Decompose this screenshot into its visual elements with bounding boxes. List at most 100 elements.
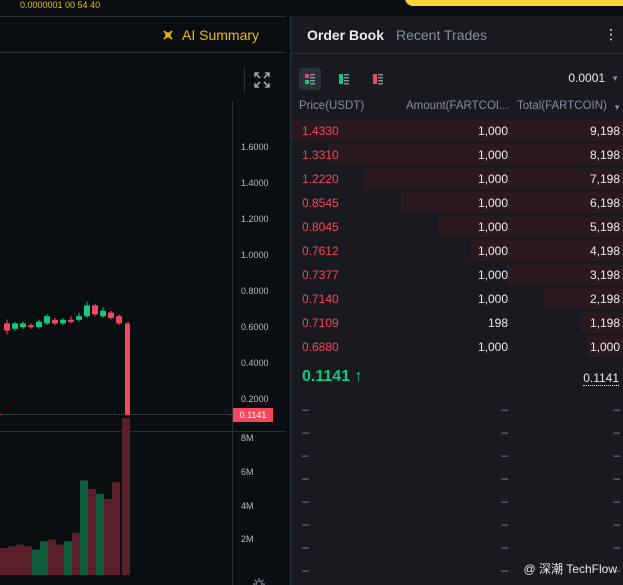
ask-row[interactable]: 0.6880 1,000 1,000 [291, 335, 623, 359]
bid-total: – [613, 448, 620, 462]
watermark: @ 深潮 TechFlow [523, 560, 617, 577]
ask-total: 1,000 [589, 340, 620, 354]
ask-total: 4,198 [589, 244, 620, 258]
column-total[interactable]: Total(FARTCOIN) [517, 100, 607, 112]
ask-total: 3,198 [589, 268, 620, 282]
ask-row[interactable]: 0.7612 1,000 4,198 [291, 239, 623, 263]
ask-total: 9,198 [589, 124, 620, 138]
ask-price: 1.3310 [302, 148, 339, 162]
candle-body [12, 323, 18, 329]
volume-bar [0, 548, 8, 575]
last-price[interactable]: 0.1141 ↑ [302, 368, 363, 386]
bid-row[interactable]: – – – [291, 559, 623, 583]
ask-row[interactable]: 0.7109 198 1,198 [291, 311, 623, 335]
depth-bar [587, 336, 623, 357]
volume-tick-label: 8M [241, 433, 254, 443]
bid-price: – [302, 471, 309, 485]
ask-row[interactable]: 1.3310 1,000 8,198 [291, 143, 623, 167]
ask-total: 6,198 [589, 196, 620, 210]
tick-size-select[interactable]: 0.0001 ▼ [568, 71, 619, 85]
settings-gear-icon[interactable] [252, 577, 266, 585]
depth-bar [471, 240, 623, 261]
ask-amount: 1,000 [477, 220, 508, 234]
candle-body [36, 321, 42, 327]
candlestick-chart[interactable] [0, 17, 232, 585]
ask-total: 2,198 [589, 292, 620, 306]
ask-row[interactable]: 1.4330 1,000 9,198 [291, 119, 623, 143]
ask-row[interactable]: 0.8045 1,000 5,198 [291, 215, 623, 239]
bid-total: – [613, 425, 620, 439]
volume-tick-label: 4M [241, 501, 254, 511]
bid-row[interactable]: – – – [291, 444, 623, 468]
bid-row[interactable]: – – – [291, 421, 623, 445]
bid-total: – [613, 517, 620, 531]
candle-body [44, 316, 50, 324]
column-total-dropdown-icon[interactable]: ▼ [613, 103, 621, 112]
ask-row[interactable]: 0.8545 1,000 6,198 [291, 191, 623, 215]
volume-bar [16, 544, 24, 575]
ask-price: 0.7612 [302, 244, 339, 258]
view-bids-button[interactable] [333, 68, 355, 90]
more-options-icon[interactable]: ⋮ [604, 26, 618, 42]
bid-total: – [613, 540, 620, 554]
yellow-banner[interactable] [405, 0, 623, 6]
ask-amount: 1,000 [477, 292, 508, 306]
bid-row[interactable]: – – – [291, 536, 623, 560]
bid-price: – [302, 540, 309, 554]
bid-row[interactable]: – – – [291, 513, 623, 537]
price-tick-label: 1.0000 [241, 250, 269, 260]
view-asks-button[interactable] [367, 68, 389, 90]
depth-bar [328, 144, 623, 165]
ask-amount: 1,000 [477, 124, 508, 138]
candle-body [4, 323, 10, 331]
bid-row[interactable]: – – – [291, 467, 623, 491]
price-tick-label: 1.4000 [241, 178, 269, 188]
ai-summary-button[interactable]: AI Summary [161, 27, 259, 43]
ask-total: 7,198 [589, 172, 620, 186]
volume-bar [96, 494, 104, 575]
price-tick-label: 0.4000 [241, 358, 269, 368]
chevron-down-icon: ▼ [611, 73, 619, 83]
tab-recent-trades[interactable]: Recent Trades [396, 27, 488, 43]
bid-row[interactable]: – – – [291, 490, 623, 514]
volume-tick-label: 2M [241, 534, 254, 544]
bid-price: – [302, 425, 309, 439]
candle-body [60, 319, 66, 324]
ask-price: 1.2220 [302, 172, 339, 186]
mark-price[interactable]: 0.1141 [583, 371, 619, 386]
volume-bar [122, 418, 130, 575]
volume-bar [48, 539, 56, 575]
depth-bar [507, 264, 623, 285]
ai-summary-icon [163, 30, 173, 40]
ask-row[interactable]: 0.7140 1,000 2,198 [291, 287, 623, 311]
volume-bar [32, 549, 40, 575]
bid-amount: – [501, 425, 508, 439]
ask-price: 0.7109 [302, 316, 339, 330]
depth-bar [544, 288, 623, 309]
candle-body [84, 305, 90, 317]
top-strip-text: 0.0000001 00 54 40 [20, 0, 101, 10]
volume-bar [40, 541, 48, 575]
ask-price: 1.4330 [302, 124, 339, 138]
candle-body [116, 316, 122, 324]
view-both-button[interactable] [299, 68, 321, 90]
candle-body [28, 325, 34, 328]
top-strip: 0.0000001 00 54 40 [0, 0, 286, 16]
current-price-line [0, 414, 232, 415]
ask-row[interactable]: 0.7377 1,000 3,198 [291, 263, 623, 287]
expand-icon[interactable] [244, 67, 274, 93]
volume-bar [8, 546, 16, 575]
bid-amount: – [501, 540, 508, 554]
bid-amount: – [501, 517, 508, 531]
volume-bar [88, 488, 96, 575]
ask-row[interactable]: 1.2220 1,000 7,198 [291, 167, 623, 191]
volume-bar [112, 482, 120, 575]
tab-order-book[interactable]: Order Book [307, 27, 385, 43]
candle-body [68, 319, 74, 322]
ai-summary-label: AI Summary [182, 27, 260, 43]
bid-amount: – [501, 563, 508, 577]
price-tick-label: 1.6000 [241, 142, 269, 152]
candle-body [108, 312, 114, 318]
bid-amount: – [501, 494, 508, 508]
bid-row[interactable]: – – – [291, 398, 623, 422]
